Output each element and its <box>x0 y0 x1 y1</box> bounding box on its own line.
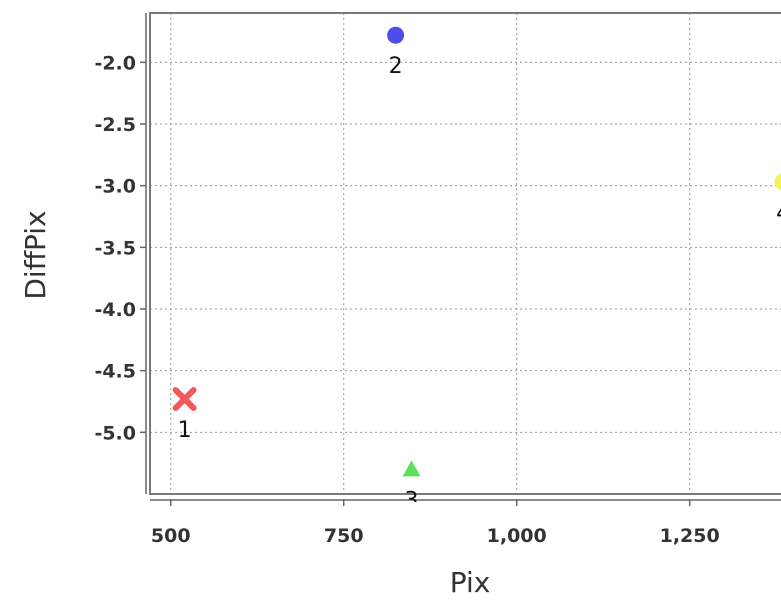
data-point-label: 4 <box>776 201 781 226</box>
x-tick-label: 1,250 <box>660 525 720 547</box>
y-axis-title: DiffPix <box>19 210 52 299</box>
y-tick-label: -3.5 <box>94 237 136 259</box>
y-tick-label: -4.5 <box>94 361 136 383</box>
x-tick-label: 500 <box>151 525 191 547</box>
y-tick-label: -5.0 <box>94 422 136 444</box>
x-tick-label: 1,000 <box>487 525 547 547</box>
data-point-marker <box>774 173 781 191</box>
data-point-label: 1 <box>178 418 192 443</box>
data-point-marker <box>387 26 405 44</box>
data-point-label: 3 <box>405 488 419 513</box>
plot-area-frame <box>149 12 781 495</box>
data-points: 1 2 3 4 <box>172 26 781 513</box>
y-tick-label: -3.0 <box>94 176 136 198</box>
axis-ticks: 500 750 1,000 1,250 -2.0 -2.5 -3.0 -3.5 -4.0 -4.5… <box>94 13 781 547</box>
x-tick-label: 750 <box>324 525 364 547</box>
y-tick-label: -2.0 <box>94 52 136 74</box>
data-point-label: 2 <box>389 54 403 79</box>
y-tick-label: -4.0 <box>94 299 136 321</box>
grid <box>150 13 781 494</box>
data-point-marker <box>402 460 421 477</box>
y-tick-label: -2.5 <box>94 114 136 136</box>
x-axis-title: Pix <box>450 566 491 599</box>
data-point-marker <box>172 387 197 412</box>
